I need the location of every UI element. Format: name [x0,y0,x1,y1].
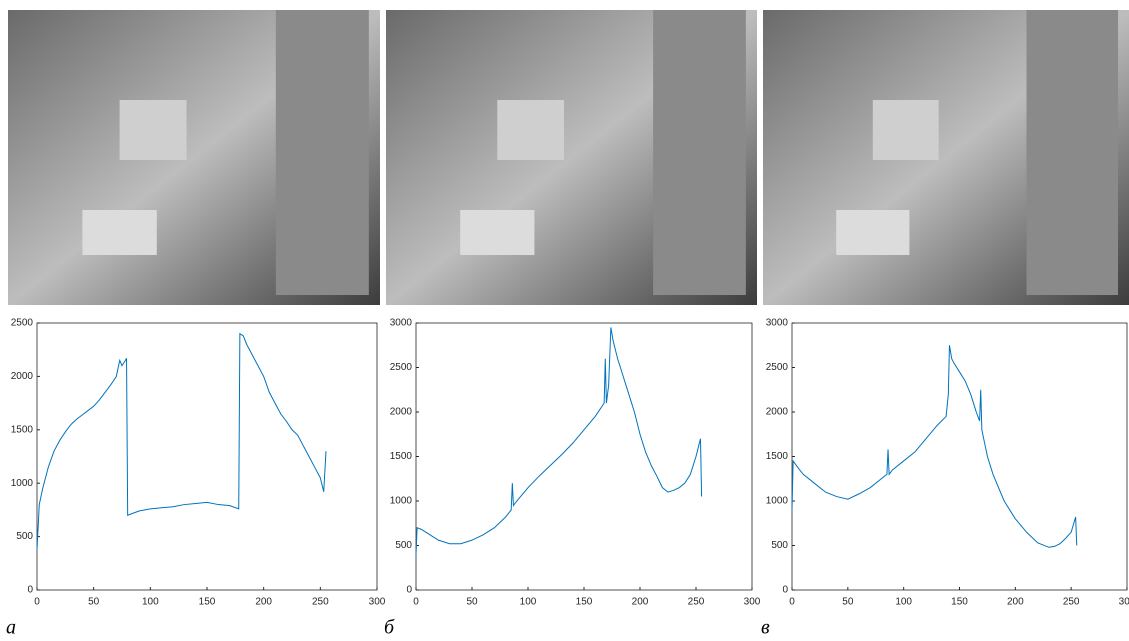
x-tick-label: 200 [632,597,649,608]
block [119,100,187,160]
y-tick-label: 500 [16,531,33,542]
building [275,10,369,295]
roof [460,210,535,255]
x-tick-label: 0 [34,597,40,608]
y-tick-label: 3000 [766,318,789,329]
roof [836,210,910,255]
y-tick-label: 1000 [11,478,34,489]
x-tick-label: 0 [413,597,419,608]
x-tick-label: 300 [369,597,386,608]
x-tick-label: 50 [88,597,100,608]
y-tick-label: 2500 [390,362,413,373]
data-line [36,332,327,550]
x-tick-label: 100 [520,597,537,608]
x-tick-label: 150 [576,597,593,608]
x-tick-label: 50 [842,597,854,608]
x-tick-label: 300 [744,597,761,608]
y-tick-label: 500 [771,540,788,551]
y-tick-label: 1000 [766,496,789,507]
x-tick-label: 100 [142,597,159,608]
y-tick-label: 2000 [766,407,789,418]
x-tick-label: 150 [199,597,216,608]
x-tick-label: 250 [688,597,705,608]
y-tick-label: 2000 [11,371,34,382]
block [872,100,939,160]
panel-label: а [6,617,16,639]
y-tick-label: 0 [782,585,788,596]
y-tick-label: 2500 [11,318,34,329]
y-tick-label: 2000 [390,407,413,418]
panel-label: б [384,617,395,639]
x-tick-label: 100 [895,597,912,608]
y-tick-label: 1500 [11,424,34,435]
plot-area [791,322,1128,591]
plot-area [36,322,378,591]
data-line [415,327,703,555]
y-tick-label: 1500 [766,451,789,462]
y-tick-label: 0 [406,585,412,596]
x-tick-label: 250 [1063,597,1080,608]
x-tick-label: 200 [255,597,272,608]
y-tick-label: 0 [27,585,33,596]
x-tick-label: 300 [1119,597,1129,608]
x-tick-label: 50 [466,597,478,608]
panel-label: в [761,617,770,639]
x-tick-label: 0 [789,597,795,608]
block [497,100,565,160]
y-tick-label: 1000 [390,496,413,507]
y-tick-label: 2500 [766,362,789,373]
y-tick-label: 1500 [390,451,413,462]
y-tick-label: 3000 [390,318,413,329]
roof [82,210,157,255]
building [1026,10,1119,295]
x-tick-label: 250 [312,597,329,608]
y-tick-label: 500 [395,540,412,551]
x-tick-label: 150 [951,597,968,608]
building [653,10,746,295]
x-tick-label: 200 [1007,597,1024,608]
data-line [791,345,1078,548]
plot-area [415,322,753,591]
